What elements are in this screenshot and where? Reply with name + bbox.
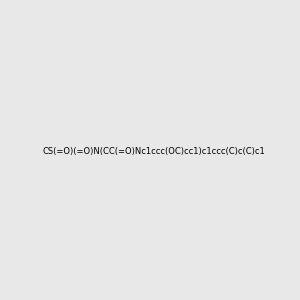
Text: CS(=O)(=O)N(CC(=O)Nc1ccc(OC)cc1)c1ccc(C)c(C)c1: CS(=O)(=O)N(CC(=O)Nc1ccc(OC)cc1)c1ccc(C)… — [42, 147, 265, 156]
